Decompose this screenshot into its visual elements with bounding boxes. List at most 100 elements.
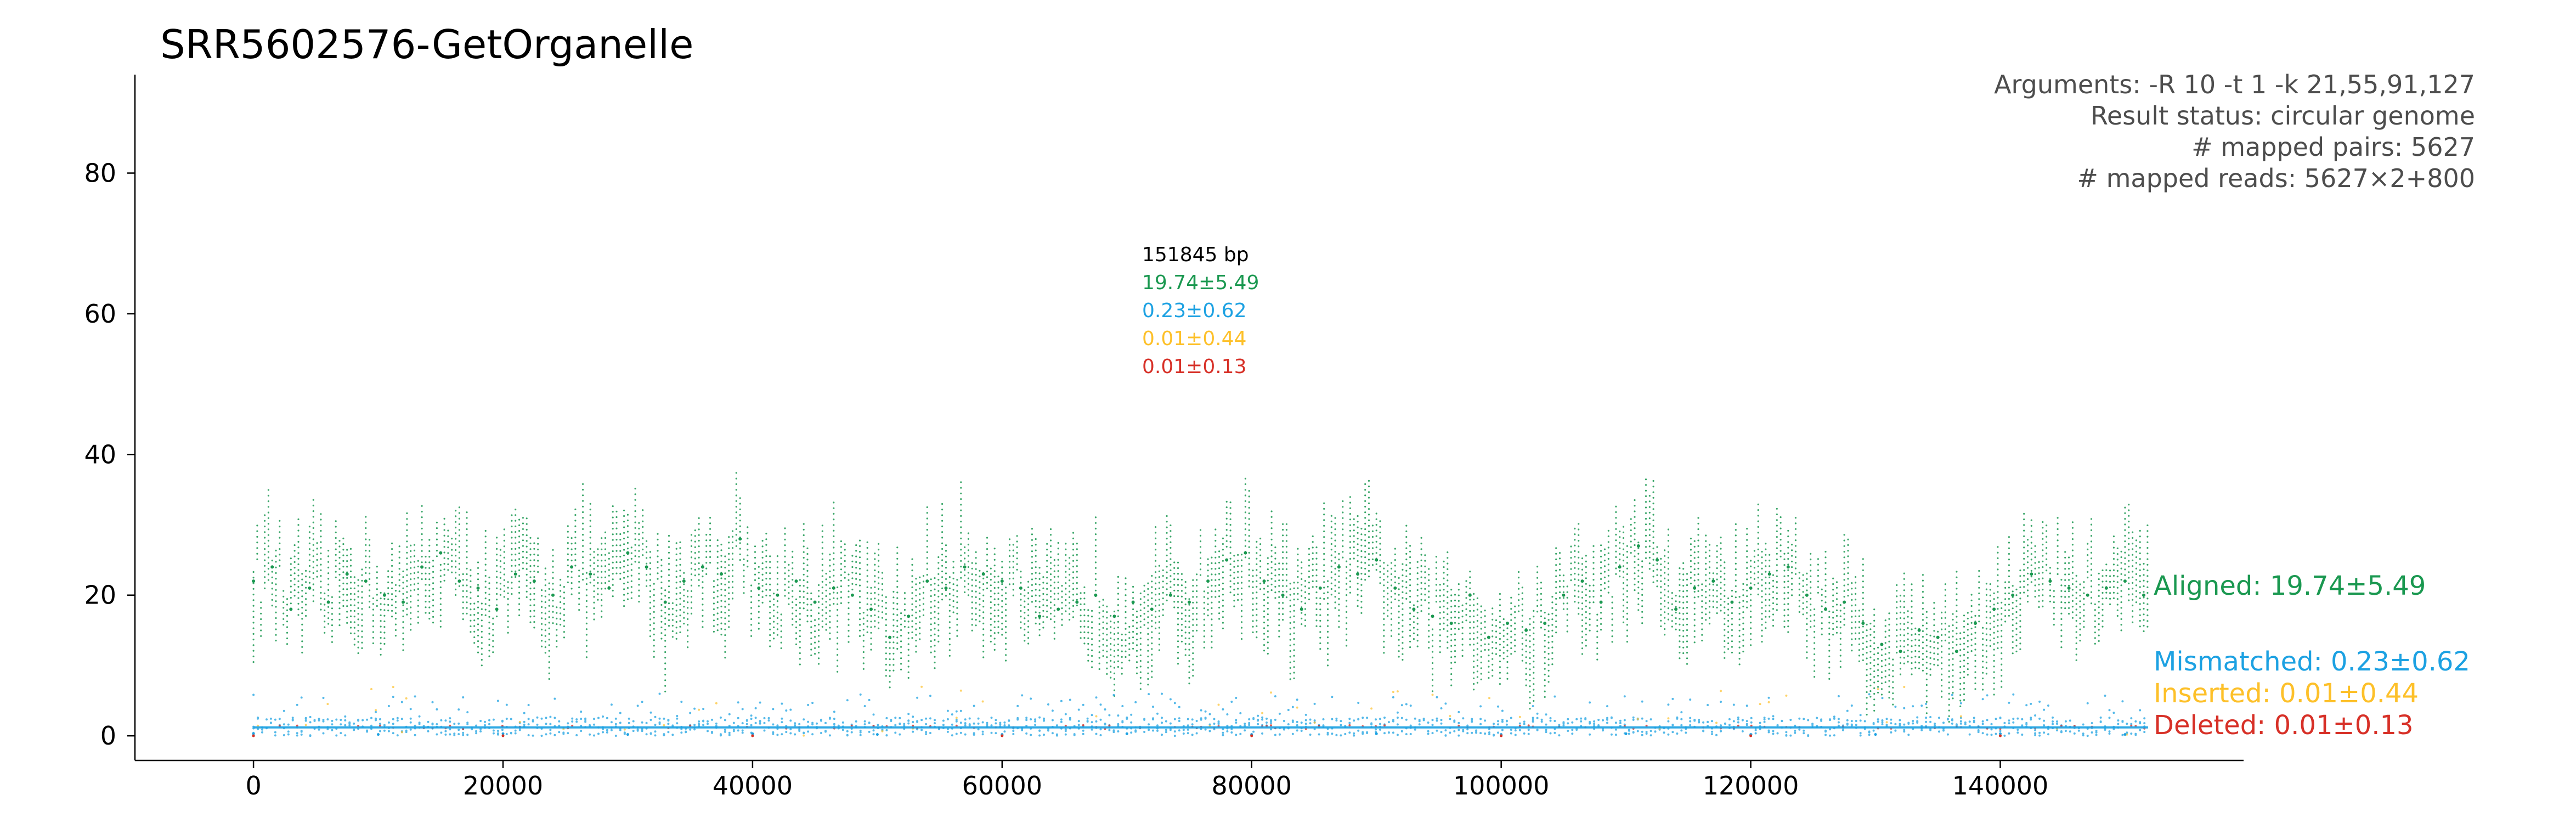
- series-3-point: [1999, 734, 2002, 737]
- series-1-point: [1874, 733, 1877, 736]
- x-tick-label: 80000: [1212, 771, 1292, 801]
- series-0-point: [1730, 600, 1734, 604]
- series-0-point: [364, 579, 368, 583]
- series-0-point: [476, 586, 480, 590]
- series-0-point: [1543, 622, 1547, 625]
- data-marks: [252, 472, 2149, 737]
- series-1-point: [2123, 733, 2127, 736]
- series-0-point: [607, 586, 611, 590]
- series-0-point: [1805, 593, 1809, 597]
- series-0-point: [1094, 593, 1098, 597]
- mismatched-texture: [252, 692, 2146, 737]
- annotation-inserted: 0.01±0.44: [1142, 328, 1246, 350]
- info-mapped-pairs: # mapped pairs: 5627: [2191, 132, 2475, 162]
- series-0-point: [626, 551, 630, 555]
- series-0-point: [382, 593, 386, 597]
- series-0-point: [1150, 607, 1154, 611]
- series-0-point: [1954, 650, 1958, 653]
- legend-deleted: Deleted: 0.01±0.13: [2154, 710, 2414, 741]
- series-0-point: [252, 579, 256, 583]
- series-3-point: [1500, 734, 1503, 737]
- series-0-point: [1880, 642, 1884, 646]
- series-0-point: [1899, 650, 1902, 653]
- series-0-point: [1131, 600, 1135, 604]
- series-0-point: [925, 579, 929, 583]
- series-0-point: [794, 579, 798, 583]
- series-0-point: [1693, 586, 1697, 590]
- series-0-point: [757, 586, 761, 590]
- y-tick-label: 80: [84, 158, 116, 188]
- series-1-point: [252, 732, 255, 735]
- series-1-point: [751, 732, 754, 735]
- series-0-point: [1449, 622, 1453, 625]
- stats-annotation: 151845 bp 19.74±5.49 0.23±0.62 0.01±0.44…: [1142, 244, 1259, 378]
- series-3: [252, 734, 2002, 737]
- series-0-point: [2086, 593, 2089, 597]
- series-3-point: [501, 734, 505, 737]
- series-0-point: [1767, 572, 1771, 576]
- info-arguments: Arguments: -R 10 -t 1 -k 21,55,91,127: [1994, 70, 2475, 99]
- annotation-aligned: 19.74±5.49: [1142, 272, 1259, 294]
- series-0-point: [513, 572, 517, 576]
- series-0-point: [776, 593, 779, 597]
- series-0-point: [1168, 593, 1172, 597]
- series-0-point: [981, 572, 985, 576]
- x-tick-label: 40000: [713, 771, 793, 801]
- series-0-point: [1992, 607, 1996, 611]
- y-tick-label: 20: [84, 580, 116, 610]
- series-0-point: [813, 600, 817, 604]
- series-0-point: [1057, 607, 1060, 611]
- series-0-point: [1075, 600, 1079, 604]
- info-mapped-reads: # mapped reads: 5627×2+800: [2077, 164, 2475, 193]
- series-0-point: [326, 600, 330, 604]
- x-tick-label: 20000: [463, 771, 543, 801]
- series-0-point: [1656, 558, 1659, 562]
- series-0-point: [1375, 558, 1379, 562]
- x-tick-label: 120000: [1703, 771, 1799, 801]
- series-0-point: [1225, 558, 1229, 562]
- series-0-point: [888, 635, 892, 639]
- series-0-point: [495, 607, 499, 611]
- series-0-point: [682, 579, 686, 583]
- series-0-point: [1562, 593, 1566, 597]
- series-0-point: [850, 593, 854, 597]
- info-result-status: Result status: circular genome: [2091, 101, 2475, 131]
- series-0-point: [1674, 607, 1678, 611]
- series-0-point: [1262, 579, 1266, 583]
- series-0-point: [402, 600, 405, 604]
- series-0-point: [532, 579, 536, 583]
- series-0-point: [1318, 586, 1322, 590]
- info-block: Arguments: -R 10 -t 1 -k 21,55,91,127 Re…: [1994, 70, 2475, 193]
- series-1-point: [377, 733, 380, 736]
- series-0-point: [1337, 565, 1341, 569]
- series-1-point: [1624, 732, 1628, 735]
- y-tick-label: 60: [84, 299, 116, 329]
- series-0-point: [1487, 635, 1490, 639]
- series-0-point: [1356, 572, 1360, 576]
- series-0-point: [2104, 586, 2108, 590]
- series-0-point: [869, 607, 873, 611]
- series-1-point: [1999, 732, 2002, 735]
- series-0-point: [551, 593, 555, 597]
- series-0-point: [1000, 579, 1004, 583]
- series-0-point: [944, 586, 948, 590]
- series-0-point: [701, 565, 704, 569]
- series-0-point: [1468, 593, 1472, 597]
- series-0-point: [2030, 572, 2033, 576]
- series-0-point: [963, 565, 967, 569]
- series-0-point: [1824, 607, 1827, 611]
- series-0-point: [1580, 579, 1584, 583]
- series-0-point: [1506, 622, 1509, 625]
- series-0-point: [1112, 615, 1116, 618]
- series-0-point: [1917, 628, 1921, 632]
- series-1-point: [626, 733, 629, 736]
- legend-inserted: Inserted: 0.01±0.44: [2154, 678, 2419, 709]
- aligned-coverage-texture: [252, 472, 2149, 723]
- series-1-point: [1375, 732, 1378, 735]
- series-0-point: [720, 572, 723, 576]
- series-0-point: [270, 565, 274, 569]
- series-1-point: [501, 732, 505, 735]
- legend-mismatched: Mismatched: 0.23±0.62: [2154, 646, 2470, 677]
- x-tick-label: 0: [245, 771, 261, 801]
- series-3-point: [1749, 734, 1753, 737]
